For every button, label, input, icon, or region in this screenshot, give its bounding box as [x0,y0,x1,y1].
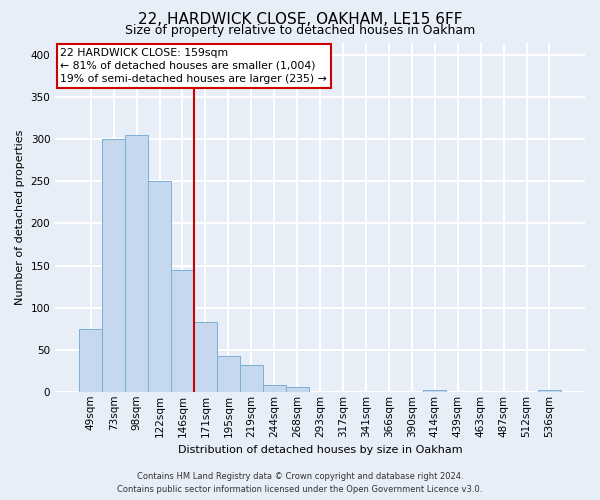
Bar [102,140,125,392]
Bar [217,356,240,392]
Bar [423,390,446,392]
Text: 22, HARDWICK CLOSE, OAKHAM, LE15 6FF: 22, HARDWICK CLOSE, OAKHAM, LE15 6FF [138,12,462,28]
Text: Size of property relative to detached houses in Oakham: Size of property relative to detached ho… [125,24,475,37]
Bar [148,182,171,392]
Y-axis label: Number of detached properties: Number of detached properties [15,130,25,305]
X-axis label: Distribution of detached houses by size in Oakham: Distribution of detached houses by size … [178,445,463,455]
Bar [79,328,102,392]
Text: 22 HARDWICK CLOSE: 159sqm
← 81% of detached houses are smaller (1,004)
19% of se: 22 HARDWICK CLOSE: 159sqm ← 81% of detac… [61,48,327,84]
Bar [286,386,308,392]
Bar [125,135,148,392]
Bar [263,385,286,392]
Bar [240,365,263,392]
Bar [171,270,194,392]
Bar [194,322,217,392]
Text: Contains HM Land Registry data © Crown copyright and database right 2024.
Contai: Contains HM Land Registry data © Crown c… [118,472,482,494]
Bar [538,390,561,392]
